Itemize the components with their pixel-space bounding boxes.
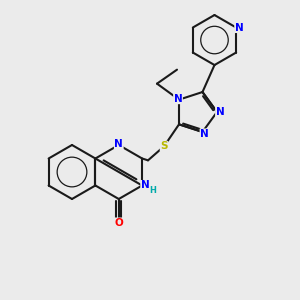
- Text: H: H: [150, 186, 157, 195]
- Text: N: N: [114, 139, 123, 149]
- Text: S: S: [160, 141, 168, 151]
- Text: N: N: [235, 22, 244, 32]
- Text: O: O: [114, 218, 123, 228]
- Text: N: N: [174, 94, 182, 104]
- Text: N: N: [141, 181, 149, 190]
- Text: N: N: [216, 107, 224, 117]
- Text: N: N: [200, 129, 209, 139]
